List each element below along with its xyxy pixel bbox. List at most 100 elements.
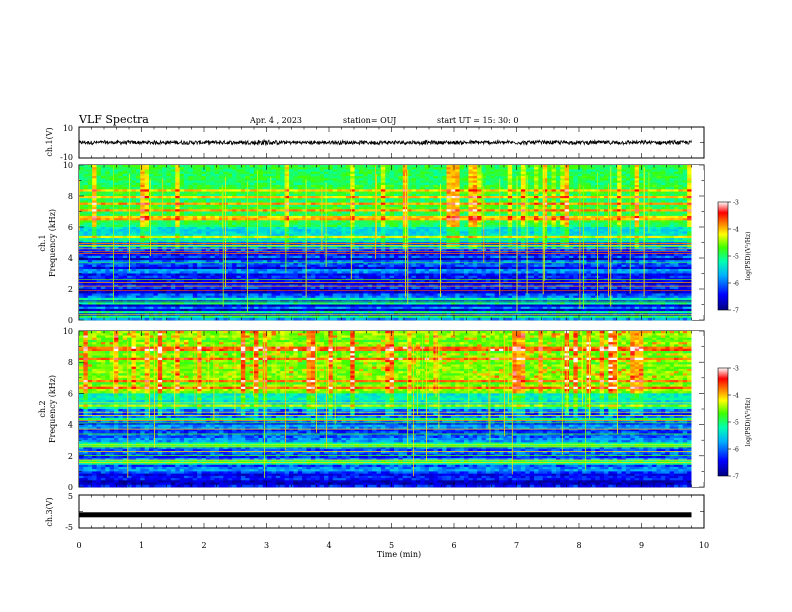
spectrogram-cell [345,213,351,217]
spectrogram-cell [643,167,649,170]
spectrogram-cell [175,191,181,195]
spectrogram-cell [359,207,364,210]
spectrogram-cell [669,167,675,170]
spectrogram-cell [385,220,391,223]
spectrogram-cell [433,204,439,208]
spectrogram-cell [214,227,220,230]
spectrogram-cell [389,240,395,243]
spectrogram-cell [114,218,119,221]
spectrogram-cell [179,171,185,175]
spectrogram-cell [630,176,636,179]
spectrogram-cell [429,200,434,204]
spectrogram-cell [490,211,496,215]
spectrogram-cell [201,182,207,186]
spectrogram-cell [144,218,150,221]
spectrogram-cell [144,184,150,188]
spectrogram-cell [79,178,84,181]
spectrogram-cell [625,180,631,184]
spectrogram-cell [306,202,312,206]
spectrogram-cell [280,176,286,179]
spectrogram-cell [660,213,666,217]
spectrogram-cell [359,167,364,170]
spectrogram-cell [227,224,233,228]
spectrogram-cell [249,178,255,181]
spectrogram-cell [682,222,688,226]
spectrogram-cell [577,171,583,175]
spectrogram-cell [267,171,272,175]
spectrogram-cell [262,222,268,226]
spectrogram-cell [446,191,452,195]
spectrogram-cell [205,173,211,177]
spectrogram-cell [547,198,552,201]
spectrogram-cell [293,180,299,184]
spectrogram-cell [485,196,491,199]
spectrogram-cell [389,167,395,170]
spectrogram-cell [179,229,185,232]
spectrogram-cell [105,213,111,217]
spectrogram-cell [275,218,281,221]
spectrogram-cell [337,202,342,206]
spectrogram-cell [258,191,264,195]
date-label: Apr. 4 , 2023 [249,116,302,125]
spectrogram-cell [293,238,299,241]
spectrogram-cell [275,211,281,215]
spectrogram-cell [131,227,137,230]
spectrogram-cell [197,220,202,223]
spectrogram-cell [433,231,439,235]
spectrogram-cell [564,213,570,217]
spectrogram-cell [573,240,579,243]
spectrogram-cell [153,184,159,188]
spectrogram-cell [687,196,692,199]
spectrogram-cell [367,213,373,217]
spectrogram-cell [560,184,566,188]
spectrogram-cell [306,227,312,230]
spectrogram-cell [267,224,272,228]
spectrogram-cell [402,238,408,241]
spectrogram-cell [153,200,159,204]
spectrogram-cell [604,209,609,212]
spectrogram-cell [630,227,636,230]
spectrogram-cell [271,229,277,232]
spectrogram-cell [92,167,97,170]
spectrogram-cell [424,235,430,239]
spectrogram-cell [612,167,618,170]
spectrogram-cell [236,218,242,221]
spectrogram-cell [306,231,312,235]
spectrogram-cell [267,176,272,179]
spectrogram-cell [372,178,377,181]
spectrogram-cell [560,207,566,210]
spectrogram-cell [687,209,692,212]
spectrogram-cell [420,193,426,197]
spectrogram-cell [665,213,671,217]
spectrogram-cell [240,231,246,235]
spectrogram-cell [153,213,159,217]
spectrogram-cell [105,191,111,195]
spectrogram-cell [92,196,97,199]
spectrogram-cell [529,227,535,230]
spectrogram-cell [232,233,237,237]
spectrogram-cell [328,165,334,168]
spectrogram-cell [297,211,303,215]
spectrogram-cell [289,200,294,204]
spectrogram-cell [254,213,259,217]
spectrogram-cell [214,191,220,195]
spectrogram-cell [157,187,163,190]
spectrogram-cell [477,182,482,186]
spectrogram-cell [455,220,461,223]
spectrogram-cell [96,233,102,237]
spectrogram-cell [424,231,430,235]
spectrogram-cell [660,191,666,195]
spectrogram-cell [153,238,159,241]
spectrogram-cell [643,229,649,232]
spectrogram-cell [402,235,408,239]
spectrogram-cell [376,182,382,186]
spectrogram-cell [525,173,531,177]
spectrogram-cell [560,167,566,170]
spectrogram-cell [284,220,290,223]
spectrogram-cell [79,200,84,204]
spectrogram-cell [79,198,84,201]
spectrogram-cell [188,189,194,192]
spectrogram-cell [280,178,286,181]
spectrogram-cell [372,171,377,175]
spectrogram-cell [639,238,644,241]
